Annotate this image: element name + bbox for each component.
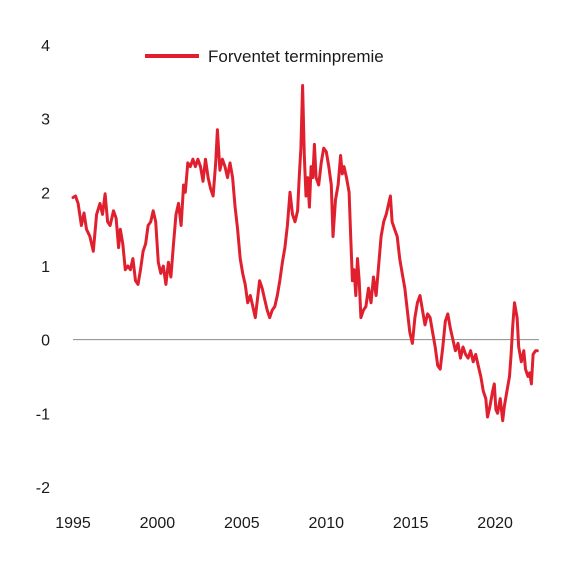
y-tick-label: -1 [36,406,50,423]
x-tick-label: 1995 [55,515,91,532]
legend-label: Forventet terminpremie [208,47,384,66]
y-tick-label: 4 [41,38,50,55]
x-tick-label: 2000 [140,515,176,532]
x-tick-label: 2020 [477,515,513,532]
y-tick-label: 2 [41,185,50,202]
x-axis-tick-labels: 1995 2000 2005 2010 2015 2020 [55,515,513,532]
y-tick-label: 1 [41,259,50,276]
y-tick-label: -2 [36,480,50,497]
series-layer [71,84,539,423]
x-tick-label: 2010 [308,515,344,532]
x-tick-label: 2005 [224,515,260,532]
series-line [71,84,539,423]
y-tick-label: 0 [41,333,50,350]
y-tick-label: 3 [41,112,50,129]
y-axis-tick-labels: 4 3 2 1 0 -1 -2 [36,38,50,497]
x-tick-label: 2015 [393,515,429,532]
legend: Forventet terminpremie [145,47,384,66]
